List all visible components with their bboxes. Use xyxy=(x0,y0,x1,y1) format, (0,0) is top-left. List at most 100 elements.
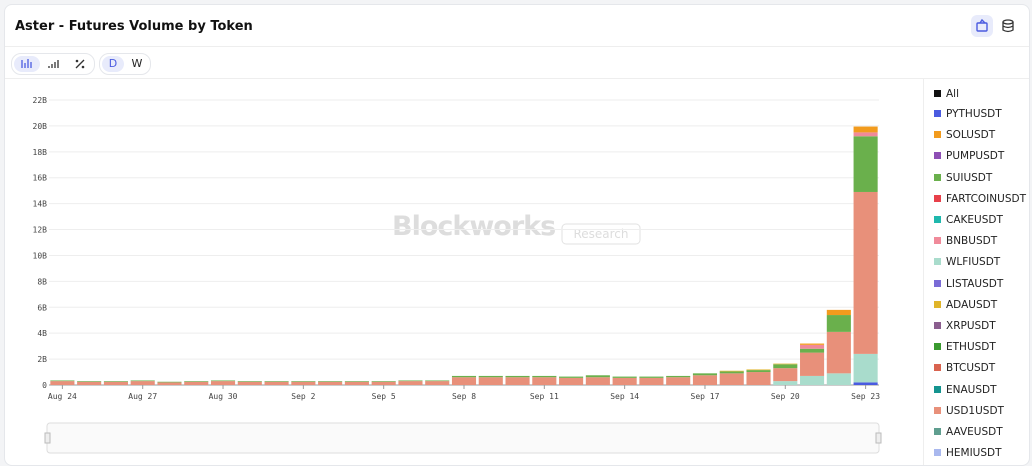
bar-segment xyxy=(291,381,316,385)
legend-label: CAKEUSDT xyxy=(946,214,1003,226)
icon xyxy=(48,60,59,68)
chart-view-button[interactable] xyxy=(971,15,993,37)
bar-segment xyxy=(505,377,530,385)
bar-segment xyxy=(719,371,744,374)
divider xyxy=(5,78,1029,79)
watermark-tag: Research xyxy=(573,227,628,241)
period-button[interactable]: W xyxy=(131,57,143,70)
bar-segment xyxy=(800,344,825,349)
bar-segment xyxy=(264,381,289,382)
bar-segment xyxy=(103,381,128,385)
legend-item[interactable]: ADAUSDT xyxy=(934,299,997,311)
legend-item[interactable]: LISTAUSDT xyxy=(934,278,1003,290)
range-handle[interactable] xyxy=(44,432,51,444)
legend-swatch xyxy=(934,364,941,372)
bar-segment xyxy=(826,373,851,385)
x-tick-label: Aug 30 xyxy=(209,392,238,401)
bar-segment xyxy=(371,381,396,382)
legend-label: USD1USDT xyxy=(946,404,1004,417)
bar-segment xyxy=(746,369,771,371)
bar-segment xyxy=(800,375,825,385)
legend-label: PYTHUSDT xyxy=(946,108,1002,120)
legend-label: BTCUSDT xyxy=(946,362,996,375)
legend-item[interactable]: XRPUSDT xyxy=(934,320,996,332)
y-tick-label: 12B xyxy=(33,226,48,235)
legend-item[interactable]: WLFIUSDT xyxy=(934,256,1000,268)
table-view-button[interactable] xyxy=(997,15,1019,37)
legend-label: BNBUSDT xyxy=(946,235,998,248)
legend-all-toggle[interactable]: All xyxy=(934,88,959,100)
watermark: Blockworks xyxy=(392,211,555,242)
percent-type-button[interactable] xyxy=(68,56,92,72)
legend-swatch xyxy=(934,428,941,435)
bar-segment xyxy=(50,381,75,385)
bar-segment xyxy=(639,376,664,378)
x-tick-label: Sep 11 xyxy=(530,392,559,401)
y-tick-label: 2B xyxy=(37,355,47,364)
icon xyxy=(976,18,988,32)
bar-segment xyxy=(800,343,825,345)
bar-segment xyxy=(237,381,262,382)
bar-segment xyxy=(425,381,450,385)
legend-label: FARTCOINUSDT xyxy=(946,192,1026,205)
chart: Blockworks Research 0 2B 4B 6B 8B 10B 12B 14B 16… xyxy=(33,96,882,454)
bar-segment xyxy=(103,381,128,382)
bar-segment xyxy=(559,377,584,385)
legend-label: ENAUSDT xyxy=(946,383,997,396)
x-tick-label: Sep 8 xyxy=(452,392,476,401)
watermark-box xyxy=(561,223,641,245)
legend-swatch xyxy=(934,343,941,351)
bar-segment xyxy=(77,381,102,385)
bar-segment xyxy=(746,372,771,385)
legend-item[interactable]: BNBUSDT xyxy=(934,235,997,247)
bar-segment xyxy=(318,381,343,382)
range-handle[interactable] xyxy=(875,432,882,444)
legend-label: All xyxy=(946,88,960,100)
legend-item[interactable]: ETHUSDT xyxy=(934,341,996,353)
legend-item[interactable]: PYTHUSDT xyxy=(934,108,1002,120)
legend-item[interactable]: FARTCOINUSDT xyxy=(934,193,1026,205)
legend-swatch xyxy=(934,173,941,181)
legend-item[interactable]: SOLUSDT xyxy=(934,129,995,141)
x-tick-label: Sep 14 xyxy=(610,392,639,401)
period-group: D W xyxy=(99,53,151,75)
legend-label: PUMPUSDT xyxy=(946,150,1005,163)
legend-item[interactable]: BTCUSDT xyxy=(934,362,995,374)
x-tick-label: Sep 20 xyxy=(771,392,800,401)
legend-item[interactable]: ENAUSDT xyxy=(934,384,997,396)
legend-label: XRPUSDT xyxy=(946,320,996,332)
bar-segment xyxy=(478,377,503,385)
period-button[interactable]: D xyxy=(102,56,124,72)
bar-type-button[interactable] xyxy=(14,56,40,72)
bar-segment xyxy=(773,363,798,365)
y-tick-label: 0 xyxy=(42,381,47,390)
legend-item[interactable]: USD1USDT xyxy=(934,405,1004,417)
legend-label: ADAUSDT xyxy=(946,298,998,311)
legend-swatch xyxy=(934,152,941,160)
stacked-type-button[interactable] xyxy=(42,56,66,72)
x-tick-label: Aug 27 xyxy=(128,392,157,401)
legend-swatch xyxy=(934,131,941,139)
legend-label: AAVEUSDT xyxy=(946,426,1003,438)
bar-segment xyxy=(800,348,825,353)
legend-item[interactable]: PUMPUSDT xyxy=(934,150,1004,162)
bar-segment xyxy=(371,381,396,385)
bar-segment xyxy=(318,381,343,385)
range-navigator[interactable] xyxy=(46,422,880,454)
legend-swatch xyxy=(934,110,941,117)
bar-segment xyxy=(826,315,851,332)
y-tick-label: 8B xyxy=(37,277,47,286)
legend-label: ETHUSDT xyxy=(946,341,996,354)
legend-swatch xyxy=(934,385,941,393)
legend-item[interactable]: HEMIUSDT xyxy=(934,447,1002,459)
bar-segment xyxy=(639,377,664,385)
bar-segment xyxy=(451,377,477,385)
bar-segment xyxy=(398,380,423,382)
legend-item[interactable]: SUIUSDT xyxy=(934,172,992,184)
bar-segment xyxy=(130,380,155,382)
legend-swatch xyxy=(934,216,941,223)
legend-item[interactable]: CAKEUSDT xyxy=(934,214,1003,226)
bar-segment xyxy=(559,376,584,378)
legend-item[interactable]: AAVEUSDT xyxy=(934,426,1003,438)
legend-swatch xyxy=(934,300,941,308)
